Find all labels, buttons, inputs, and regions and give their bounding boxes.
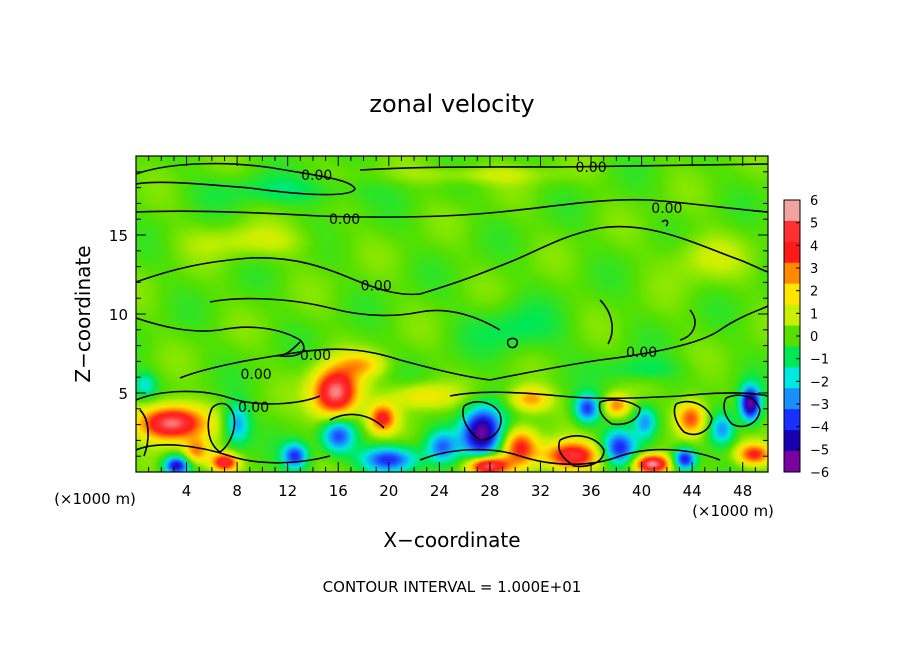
y-tick-label: 10 bbox=[109, 306, 128, 324]
colorbar-swatch bbox=[784, 241, 800, 264]
x-tick-label: 24 bbox=[430, 482, 449, 500]
contour-line bbox=[209, 297, 501, 331]
colorbar-swatch bbox=[784, 325, 800, 347]
contour-line bbox=[598, 399, 641, 426]
x-axis-label: X−coordinate bbox=[383, 528, 520, 552]
colorbar-tick-label: 1 bbox=[810, 307, 818, 322]
x-tick-label: 4 bbox=[182, 482, 192, 500]
contour-label: 0.00 bbox=[361, 279, 392, 295]
heatmap-field bbox=[136, 156, 768, 472]
colorbar-swatch bbox=[784, 220, 800, 243]
colorbar-tick-label: −6 bbox=[810, 466, 829, 481]
colorbar-tick-label: −2 bbox=[810, 375, 829, 390]
contour-line bbox=[419, 448, 721, 466]
colorbar-tick-label: 2 bbox=[810, 285, 818, 300]
contour-lines bbox=[136, 162, 768, 468]
contour-line bbox=[673, 400, 713, 436]
contour-label: 0.00 bbox=[626, 345, 657, 361]
x-tick-label: 40 bbox=[632, 482, 651, 500]
y-tick-label: 5 bbox=[118, 385, 128, 403]
colorbar-swatch bbox=[784, 430, 800, 452]
colorbar-tick-label: 5 bbox=[810, 217, 818, 232]
contour-line bbox=[275, 341, 301, 357]
x-tick-label: 12 bbox=[278, 482, 297, 500]
x-unit-right: (×1000 m) bbox=[692, 502, 774, 520]
contour-line bbox=[359, 163, 768, 171]
contour-line bbox=[723, 394, 761, 428]
contour-line bbox=[136, 444, 331, 464]
contour-labels: 0.00 0.00 0.00 0.00 0.00 0.00 0.00 0.00 0.00 bbox=[238, 160, 682, 416]
plot-area: 0.00 0.00 0.00 0.00 0.00 0.00 0.00 0.00 0.00 bbox=[136, 156, 768, 472]
x-tick-label: 8 bbox=[232, 482, 242, 500]
contour-label: 0.00 bbox=[575, 160, 606, 176]
colorbar-swatch bbox=[784, 451, 800, 473]
contour-label: 0.00 bbox=[300, 348, 331, 364]
colorbar-tick-label: −3 bbox=[810, 398, 829, 413]
colorbar-swatch bbox=[784, 388, 800, 410]
x-tick-label: 36 bbox=[581, 482, 600, 500]
x-tick-label: 48 bbox=[733, 482, 752, 500]
x-tick-label: 28 bbox=[480, 482, 499, 500]
contour-line bbox=[661, 219, 669, 227]
x-tick-label: 32 bbox=[531, 482, 550, 500]
x-unit-left: (×1000 m) bbox=[54, 490, 136, 508]
contour-line bbox=[419, 225, 768, 295]
contour-line bbox=[599, 299, 613, 345]
contour-line bbox=[558, 435, 605, 468]
colorbar-tick-label: −1 bbox=[810, 353, 829, 368]
y-tick-label: 15 bbox=[109, 227, 128, 245]
colorbar-swatch bbox=[784, 346, 800, 368]
colorbar-tick-label: 0 bbox=[810, 330, 818, 345]
contour-line bbox=[679, 309, 696, 341]
colorbar-swatch bbox=[784, 409, 800, 431]
colorbar-tick-label: 3 bbox=[810, 262, 818, 277]
colorbar-swatch bbox=[784, 283, 800, 306]
y-axis: 5 10 15 bbox=[109, 171, 768, 457]
colorbar-swatch bbox=[784, 367, 800, 389]
x-axis: 4 8 12 16 20 24 28 32 36 40 44 48 bbox=[148, 156, 756, 500]
chart-title: zonal velocity bbox=[369, 90, 534, 118]
colorbar-tick-label: 6 bbox=[810, 194, 818, 209]
x-tick-label: 20 bbox=[379, 482, 398, 500]
contour-line bbox=[449, 391, 768, 400]
contour-line bbox=[489, 305, 768, 381]
contour-line bbox=[139, 409, 149, 457]
x-tick-label: 16 bbox=[329, 482, 348, 500]
colorbar-tick-label: −4 bbox=[810, 421, 829, 436]
contour-line bbox=[136, 390, 321, 405]
y-axis-label: Z−coordinate bbox=[71, 245, 95, 382]
contour-line bbox=[462, 401, 502, 441]
colorbar-swatch bbox=[784, 304, 800, 327]
contour-line bbox=[207, 402, 236, 453]
contour-line bbox=[506, 337, 519, 349]
colorbar-tick-label: −5 bbox=[810, 443, 829, 458]
contour-label: 0.00 bbox=[238, 400, 269, 416]
colorbar-swatch bbox=[784, 262, 800, 285]
contour-interval-note: CONTOUR INTERVAL = 1.000E+01 bbox=[323, 578, 582, 596]
contour-label: 0.00 bbox=[651, 201, 682, 217]
x-tick-label: 44 bbox=[683, 482, 702, 500]
contour-label: 0.00 bbox=[329, 212, 360, 228]
contour-label: 0.00 bbox=[240, 367, 271, 383]
contour-line bbox=[136, 257, 421, 296]
colorbar-tick-label: 4 bbox=[810, 239, 818, 254]
contour-label: 0.00 bbox=[301, 168, 332, 184]
contour-line bbox=[136, 162, 356, 196]
contour-line bbox=[329, 413, 385, 429]
contour-line bbox=[179, 348, 491, 381]
colorbar: 6 5 4 3 2 1 0 −1 −2 −3 −4 −5 −6 bbox=[783, 194, 829, 481]
colorbar-swatch bbox=[784, 200, 800, 222]
contour-line bbox=[136, 198, 768, 218]
